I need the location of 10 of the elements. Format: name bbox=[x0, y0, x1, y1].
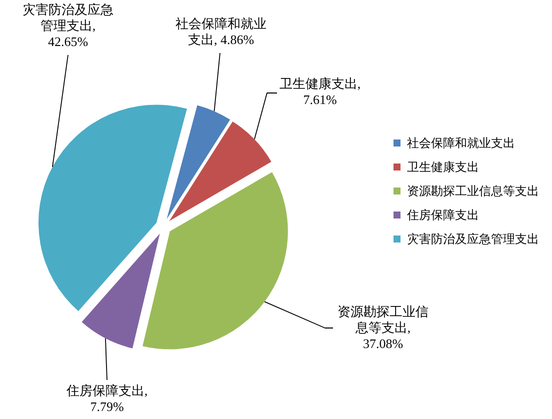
legend-label: 住房保障支出 bbox=[406, 208, 479, 222]
legend-label: 灾害防治及应急管理支出 bbox=[407, 232, 539, 246]
data-label: 资源勘探工业信息等支出, 37.08% bbox=[338, 304, 428, 351]
legend-label: 社会保障和就业支出 bbox=[407, 136, 515, 150]
data-label: 灾害防治及应急管理支出, 42.65% bbox=[22, 2, 114, 49]
data-label: 住房保障支出, 7.79% bbox=[65, 383, 148, 414]
legend-label: 卫生健康支出 bbox=[407, 160, 479, 174]
data-label: 社会保障和就业支出, 4.86% bbox=[176, 16, 266, 47]
legend-label: 资源勘探工业信息等支出 bbox=[407, 184, 539, 198]
data-label: 卫生健康支出, 7.61% bbox=[279, 76, 361, 107]
